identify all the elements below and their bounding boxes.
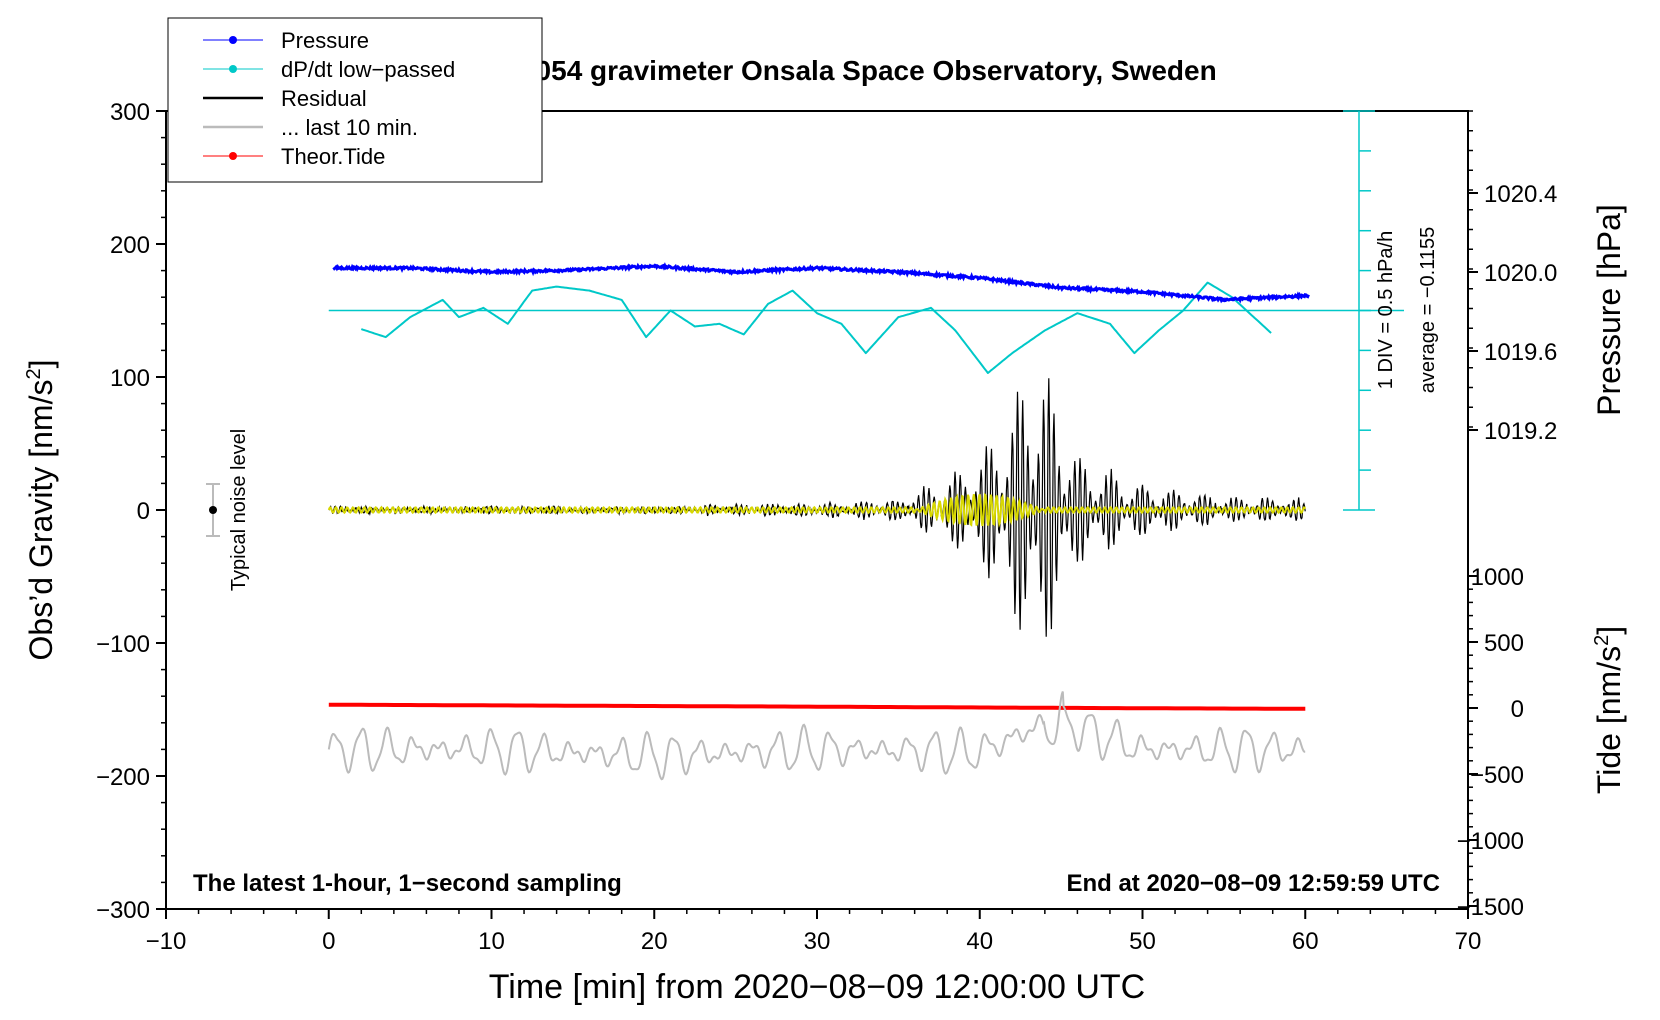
legend-label: Theor.Tide — [281, 144, 385, 169]
y-tick-label: −100 — [96, 631, 150, 658]
pressure-tick-label: 1019.2 — [1484, 418, 1557, 445]
x-tick-label: 0 — [322, 928, 335, 955]
tide-tick-label: 0 — [1511, 696, 1524, 723]
legend-label: dP/dt low−passed — [281, 57, 455, 82]
y-axis-label-pressure: Pressure [hPa] — [1591, 204, 1627, 416]
legend-item: ... last 10 min. — [203, 115, 418, 140]
y-tick-label: −300 — [96, 897, 150, 924]
x-tick-label: 50 — [1129, 928, 1156, 955]
x-tick-label: 30 — [804, 928, 831, 955]
pressure-tick-label: 1020.0 — [1484, 260, 1557, 287]
dpdt-scale-label: 1 DIV = 0.5 hPa/h — [1375, 231, 1397, 389]
y-axis-label-left: Obs’d Gravity [nm/s2] — [23, 360, 59, 661]
legend-item: dP/dt low−passed — [203, 57, 455, 82]
x-tick-label: −10 — [146, 928, 187, 955]
y-axis-label-tide: Tide [nm/s2] — [1591, 626, 1627, 794]
legend-item: Pressure — [203, 28, 369, 53]
x-tick-label: 70 — [1455, 928, 1482, 955]
legend: Pressure dP/dt low−passed Residual ... last… — [167, 17, 543, 183]
tide-tick-label: −1000 — [1457, 828, 1524, 855]
series-theor-tide — [328, 702, 1306, 711]
pressure-tick-label: 1019.6 — [1484, 339, 1557, 366]
legend-label: Pressure — [281, 28, 369, 53]
x-tick-label: 20 — [641, 928, 668, 955]
tide-tick-label: −1500 — [1457, 894, 1524, 921]
pressure-tick-label: 1020.4 — [1484, 181, 1557, 208]
dpdt-scale-bar — [1343, 110, 1375, 511]
y-tick-label: 200 — [110, 232, 150, 259]
legend-item: Theor.Tide — [203, 144, 385, 169]
tide-tick-label: −500 — [1470, 762, 1524, 789]
noise-label: Typical noise level — [228, 429, 250, 591]
legend-label: ... last 10 min. — [281, 115, 418, 140]
y-tick-label: 300 — [110, 99, 150, 126]
tide-tick-label: 1000 — [1471, 564, 1524, 591]
legend-label: Residual — [281, 86, 367, 111]
noise-indicator — [206, 483, 220, 537]
annotation-bottom-left: The latest 1-hour, 1−second sampling — [193, 870, 622, 897]
x-tick-label: 40 — [966, 928, 993, 955]
chart-title: SCG_054 gravimeter Onsala Space Observat… — [459, 55, 1216, 86]
y-tick-label: 100 — [110, 365, 150, 392]
annotation-bottom-right: End at 2020−08−09 12:59:59 UTC — [1066, 870, 1440, 897]
series-last-10-min — [327, 691, 1306, 781]
x-axis-label: Time [min] from 2020−08−09 12:00:00 UTC — [489, 968, 1145, 1006]
legend-item: Residual — [203, 86, 367, 111]
y-tick-label: 0 — [137, 498, 150, 525]
tide-tick-label: 500 — [1484, 630, 1524, 657]
y-tick-label: −200 — [96, 764, 150, 791]
series-residual-filtered — [327, 492, 1307, 528]
series-pressure — [332, 262, 1310, 304]
series-dpdt — [360, 281, 1272, 374]
dpdt-average-label: average = −0.1155 — [1417, 227, 1439, 393]
x-tick-label: 10 — [478, 928, 505, 955]
x-tick-label: 60 — [1292, 928, 1319, 955]
